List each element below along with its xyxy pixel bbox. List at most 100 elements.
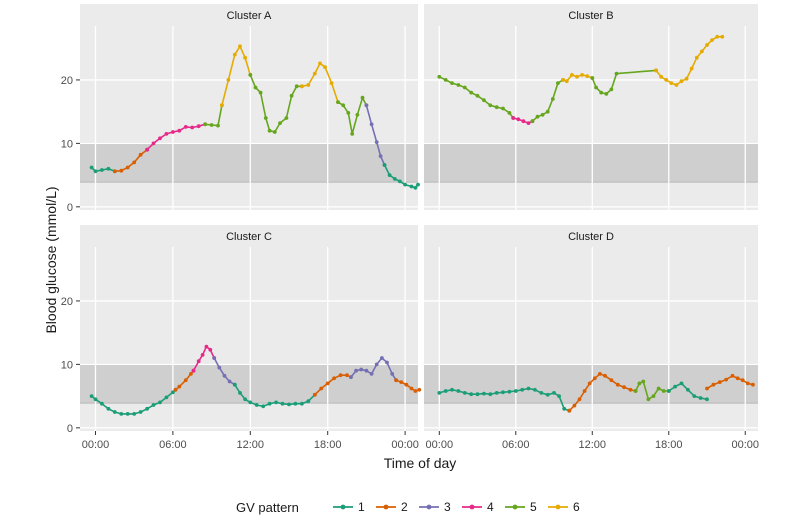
y-tick-label: 10 [61,359,73,371]
legend: GV pattern 1 2 3 4 5 6 [236,500,580,515]
data-point [325,381,330,386]
data-point [659,74,663,79]
panel-strip [80,225,418,247]
data-point [669,81,674,85]
data-point [450,387,454,392]
data-point [253,85,258,90]
data-point [173,387,178,392]
data-point [564,79,569,84]
data-point [112,169,117,174]
data-point [488,392,493,397]
data-point [183,378,188,383]
data-point [462,391,467,395]
data-point [203,122,208,127]
data-point [93,397,98,402]
data-point [705,386,709,391]
data-point [177,384,182,389]
data-point [462,85,467,90]
data-point [100,168,104,172]
data-point [369,122,374,127]
panels-layer: Cluster A 0 10 20 Cluster B Cluster C 0 10 20 00:… [61,4,759,451]
y-tick-label: 10 [61,138,73,150]
data-point [572,403,577,408]
data-point [284,116,289,120]
legend-label: 3 [444,500,451,514]
legend-key-point [469,504,475,510]
data-point [369,372,374,376]
data-point [346,111,351,115]
data-point [641,379,646,384]
data-point [689,66,694,71]
data-point [336,100,340,104]
data-point [413,185,418,190]
data-point [545,392,550,397]
data-point [475,93,480,98]
data-point [437,391,442,395]
data-point [622,385,626,390]
data-point [145,406,150,411]
data-point [132,160,137,165]
data-point [740,378,745,383]
data-point [204,344,209,349]
data-point [243,55,248,60]
x-tick-label: 00:00 [82,439,110,451]
data-point [413,389,418,393]
x-tick-label: 00:00 [731,439,759,451]
data-point [196,359,201,364]
data-point [125,412,130,416]
data-point [329,81,334,85]
data-point [539,391,544,395]
data-point [526,121,531,125]
series-line-pattern-6 [221,45,252,107]
data-point [651,394,656,398]
data-point [511,116,516,120]
legend-key-point [383,504,389,510]
data-point [456,389,461,393]
data-point [705,43,709,47]
data-point [341,103,346,108]
x-axis-label: Time of day [384,455,457,471]
data-point [521,119,526,124]
data-point [278,121,282,125]
data-point [138,410,143,414]
data-point [594,85,598,90]
data-point [686,387,690,392]
data-point [300,401,304,406]
data-point [364,368,369,373]
data-point [694,55,699,60]
data-point [604,92,609,96]
data-point [374,362,379,367]
data-point [570,73,574,77]
data-point [585,74,590,78]
data-point [319,386,324,391]
data-point [350,132,355,136]
data-point [158,400,162,405]
legend-key-point [512,504,518,510]
data-point [557,394,561,398]
data-point [306,83,311,87]
data-point [289,93,294,98]
data-point [360,95,365,100]
target-range-band [80,143,418,183]
data-point [417,387,422,392]
data-point [200,353,205,357]
data-point [243,397,248,402]
data-point [587,381,592,386]
data-point [409,184,414,189]
data-point [380,356,384,360]
data-point [394,378,398,383]
legend-title: GV pattern [236,500,299,515]
y-tick-label: 0 [67,202,73,214]
y-tick-label: 20 [61,75,73,87]
data-point [637,381,642,386]
data-point [280,401,285,406]
data-point [633,389,638,393]
data-point [526,386,531,391]
legend-item-4: 4 [462,500,494,514]
data-point [151,141,156,146]
data-point [724,377,728,382]
data-point [390,372,395,376]
data-point [171,390,175,395]
panel-strip [80,4,418,26]
